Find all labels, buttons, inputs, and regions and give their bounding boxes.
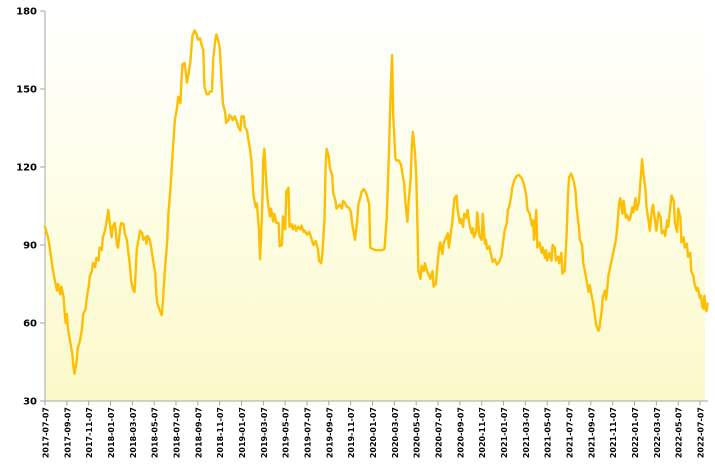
x-axis-tick-label: 2020-09-07: [456, 407, 465, 458]
x-axis-tick-label: 2018-09-07: [194, 407, 203, 458]
x-axis-tick-label: 2021-03-07: [522, 407, 531, 458]
x-axis-tick-label: 2021-05-07: [544, 407, 553, 458]
x-axis-tick-label: 2022-03-07: [653, 407, 662, 458]
x-axis-tick-label: 2019-11-07: [347, 407, 356, 458]
x-axis-tick-label: 2018-01-07: [107, 407, 116, 458]
y-axis-tick-label: 60: [23, 319, 37, 330]
x-axis-tick-label: 2021-11-07: [609, 407, 618, 458]
x-axis-tick-label: 2018-11-07: [216, 407, 225, 458]
x-axis-tick-label: 2021-01-07: [500, 407, 509, 458]
x-axis-tick-label: 2017-07-07: [42, 407, 51, 458]
x-axis-tick-label: 2020-07-07: [435, 407, 444, 458]
x-axis-tick-label: 2018-07-07: [173, 407, 182, 458]
x-axis-tick-label: 2022-01-07: [631, 407, 640, 458]
x-axis-tick-label: 2020-01-07: [369, 407, 378, 458]
x-axis-tick-label: 2019-03-07: [260, 407, 269, 458]
x-axis-tick-label: 2017-09-07: [63, 407, 72, 458]
x-axis-tick-label: 2021-09-07: [587, 407, 596, 458]
x-axis-tick-label: 2019-09-07: [325, 407, 334, 458]
x-axis-tick-label: 2019-05-07: [282, 407, 291, 458]
plot-area-background: [45, 11, 705, 401]
x-axis-tick-label: 2022-05-07: [675, 407, 684, 458]
chart-line-series: [43, 29, 709, 375]
x-axis-tick-label: 2022-07-07: [697, 407, 706, 458]
x-axis-tick-label: 2020-03-07: [391, 407, 400, 458]
x-axis-tick-label: 2019-07-07: [304, 407, 313, 458]
x-axis-tick-label: 2018-03-07: [129, 407, 138, 458]
y-axis-tick-label: 120: [16, 163, 37, 174]
x-axis-tick-label: 2017-11-07: [85, 407, 94, 458]
x-axis-tick-label: 2020-11-07: [478, 407, 487, 458]
x-axis-tick-label: 2020-05-07: [413, 407, 422, 458]
x-axis-tick-label: 2018-05-07: [151, 407, 160, 458]
y-axis-tick-label: 150: [16, 85, 37, 96]
x-axis-tick-label: 2019-01-07: [238, 407, 247, 458]
y-axis-tick-label: 90: [23, 241, 37, 252]
x-axis-tick-label: 2021-07-07: [566, 407, 575, 458]
y-axis-tick-label: 180: [16, 7, 37, 18]
y-axis-tick-label: 30: [23, 397, 37, 408]
